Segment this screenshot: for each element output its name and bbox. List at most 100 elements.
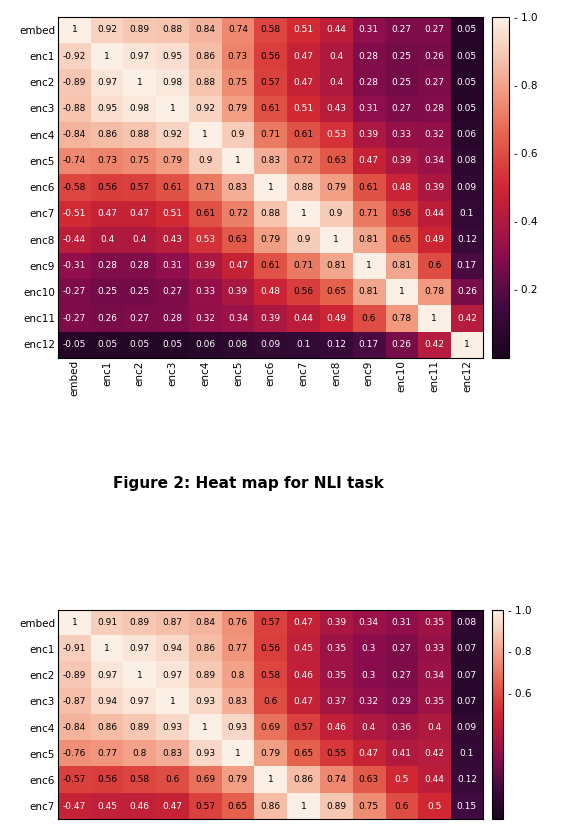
Text: 0.05: 0.05 <box>97 340 117 349</box>
Text: 0.86: 0.86 <box>97 130 117 139</box>
Text: 0.33: 0.33 <box>195 288 215 297</box>
Text: 0.86: 0.86 <box>195 645 215 654</box>
Text: 0.65: 0.65 <box>228 802 248 811</box>
Text: -0.92: -0.92 <box>63 52 86 60</box>
Text: 0.69: 0.69 <box>260 723 281 732</box>
Text: 0.31: 0.31 <box>162 262 183 270</box>
Text: 0.79: 0.79 <box>260 235 281 244</box>
Text: 1: 1 <box>464 340 470 349</box>
Text: 0.89: 0.89 <box>130 723 150 732</box>
Text: 0.05: 0.05 <box>457 52 477 60</box>
Text: 0.06: 0.06 <box>457 130 477 139</box>
Text: 0.26: 0.26 <box>424 52 444 60</box>
Text: 0.61: 0.61 <box>293 130 313 139</box>
Text: 0.47: 0.47 <box>293 52 313 60</box>
Text: 0.51: 0.51 <box>293 25 313 34</box>
Text: 1: 1 <box>398 288 404 297</box>
Text: 0.91: 0.91 <box>97 618 117 627</box>
Text: 0.29: 0.29 <box>392 697 411 706</box>
Text: 0.56: 0.56 <box>392 209 412 218</box>
Text: 0.79: 0.79 <box>326 182 346 191</box>
Text: 0.65: 0.65 <box>326 288 346 297</box>
Text: -0.31: -0.31 <box>63 262 86 270</box>
Text: 0.72: 0.72 <box>293 156 313 166</box>
Text: 0.53: 0.53 <box>195 235 215 244</box>
Text: 0.94: 0.94 <box>97 697 117 706</box>
Text: 0.31: 0.31 <box>358 104 379 113</box>
Text: 0.6: 0.6 <box>165 776 180 784</box>
Text: 0.34: 0.34 <box>359 618 379 627</box>
Text: 0.35: 0.35 <box>326 645 346 654</box>
Text: 0.75: 0.75 <box>228 78 248 87</box>
Text: 0.87: 0.87 <box>162 618 183 627</box>
Text: 0.88: 0.88 <box>260 209 281 218</box>
Text: 0.27: 0.27 <box>424 78 444 87</box>
Text: 0.5: 0.5 <box>394 776 409 784</box>
Text: 0.95: 0.95 <box>97 104 117 113</box>
Text: 1: 1 <box>366 262 372 270</box>
Text: 0.34: 0.34 <box>228 314 248 323</box>
Text: 0.39: 0.39 <box>195 262 215 270</box>
Text: 0.73: 0.73 <box>228 52 248 60</box>
Text: 0.9: 0.9 <box>231 130 245 139</box>
Text: 0.51: 0.51 <box>162 209 183 218</box>
Text: 0.6: 0.6 <box>263 697 278 706</box>
Text: -0.58: -0.58 <box>63 182 86 191</box>
Text: -0.05: -0.05 <box>63 340 86 349</box>
Text: 1: 1 <box>169 697 175 706</box>
Text: 0.73: 0.73 <box>97 156 117 166</box>
Text: 0.39: 0.39 <box>358 130 379 139</box>
Text: 0.97: 0.97 <box>130 52 150 60</box>
Text: 0.43: 0.43 <box>162 235 183 244</box>
Text: 0.3: 0.3 <box>361 670 376 680</box>
Text: 0.47: 0.47 <box>293 78 313 87</box>
Text: 0.44: 0.44 <box>326 25 346 34</box>
Text: 0.39: 0.39 <box>260 314 281 323</box>
Text: 0.36: 0.36 <box>392 723 412 732</box>
Text: 0.4: 0.4 <box>427 723 441 732</box>
Text: 0.44: 0.44 <box>293 314 313 323</box>
Text: -0.87: -0.87 <box>63 697 86 706</box>
Text: 0.76: 0.76 <box>228 618 248 627</box>
Text: 1: 1 <box>104 645 110 654</box>
Text: 0.9: 0.9 <box>329 209 343 218</box>
Text: 0.86: 0.86 <box>260 802 281 811</box>
Text: 0.35: 0.35 <box>424 697 444 706</box>
Text: 0.92: 0.92 <box>195 104 215 113</box>
Text: 0.9: 0.9 <box>198 156 212 166</box>
Text: 1: 1 <box>137 670 143 680</box>
Text: -0.74: -0.74 <box>63 156 86 166</box>
Text: -0.44: -0.44 <box>63 235 86 244</box>
Text: 0.08: 0.08 <box>457 156 477 166</box>
Text: 0.4: 0.4 <box>329 52 343 60</box>
Text: 0.12: 0.12 <box>326 340 346 349</box>
Text: 0.75: 0.75 <box>130 156 150 166</box>
Text: 0.74: 0.74 <box>326 776 346 784</box>
Text: 1: 1 <box>268 182 274 191</box>
Text: 0.63: 0.63 <box>326 156 346 166</box>
Text: 1: 1 <box>268 776 274 784</box>
Text: 0.61: 0.61 <box>260 262 281 270</box>
Text: -0.84: -0.84 <box>63 130 86 139</box>
Text: 0.47: 0.47 <box>228 262 248 270</box>
Text: 0.28: 0.28 <box>130 262 150 270</box>
Text: -0.89: -0.89 <box>63 78 86 87</box>
Text: 0.97: 0.97 <box>97 670 117 680</box>
Text: 0.1: 0.1 <box>296 340 310 349</box>
Text: 0.34: 0.34 <box>424 670 444 680</box>
Text: 0.09: 0.09 <box>457 723 477 732</box>
Text: -0.88: -0.88 <box>63 104 86 113</box>
Text: 0.35: 0.35 <box>326 670 346 680</box>
Text: 0.56: 0.56 <box>293 288 313 297</box>
Text: 0.44: 0.44 <box>424 209 444 218</box>
Text: 0.26: 0.26 <box>97 314 117 323</box>
Text: 0.92: 0.92 <box>162 130 183 139</box>
Text: 0.43: 0.43 <box>326 104 346 113</box>
Text: 0.81: 0.81 <box>358 235 379 244</box>
Text: 0.57: 0.57 <box>130 182 150 191</box>
Text: 0.35: 0.35 <box>424 618 444 627</box>
Text: 0.56: 0.56 <box>97 776 117 784</box>
Text: 0.48: 0.48 <box>392 182 411 191</box>
Text: 0.27: 0.27 <box>424 25 444 34</box>
Text: 0.86: 0.86 <box>195 52 215 60</box>
